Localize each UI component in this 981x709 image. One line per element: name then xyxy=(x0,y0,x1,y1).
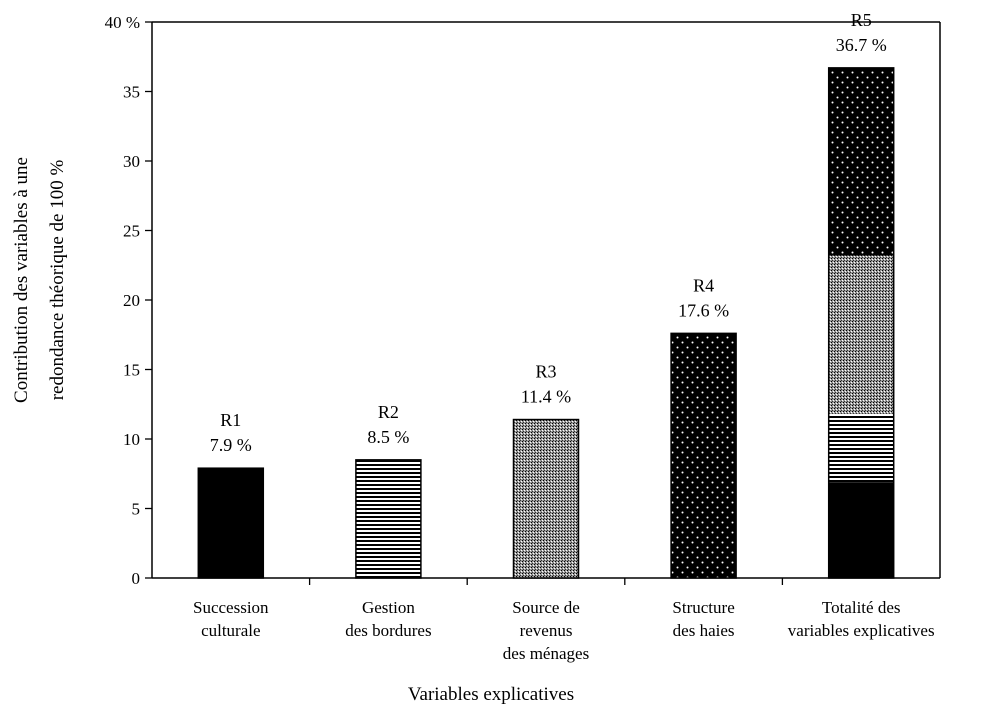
y-tick-label: 15 xyxy=(123,361,140,380)
bar xyxy=(355,459,422,579)
x-category-label: Gestion xyxy=(362,598,415,617)
y-axis: 0 5 10 15 20 25 30 35 40 % xyxy=(105,13,941,588)
bar xyxy=(512,418,580,579)
bar-value-label: 11.4 % xyxy=(521,387,571,407)
bar-code-label: R3 xyxy=(535,362,556,382)
x-category-label: des bordures xyxy=(345,621,431,640)
x-category-label: Totalité des xyxy=(822,598,901,617)
x-axis-title: Variables explicatives xyxy=(408,684,574,705)
bar-outline xyxy=(827,67,895,579)
bar-value-label: 17.6 % xyxy=(678,300,729,320)
x-category-label: Succession xyxy=(193,598,269,617)
x-axis: Succession culturale Gestion des bordures So… xyxy=(152,577,940,663)
x-category-label: des haies xyxy=(673,621,735,640)
y-tick-label: 20 xyxy=(123,291,140,310)
bar-code-label: R2 xyxy=(378,402,399,422)
x-category-label: Structure xyxy=(672,598,734,617)
bars xyxy=(197,67,895,579)
y-axis-title: redondance théorique de 100 % xyxy=(47,160,68,401)
y-tick-label: 30 xyxy=(123,152,140,171)
bar-code-label: R1 xyxy=(220,410,241,430)
bar-segment xyxy=(828,67,894,256)
y-tick-label: 5 xyxy=(132,500,141,519)
x-category-label: culturale xyxy=(201,621,260,640)
bar-value-label: 8.5 % xyxy=(367,427,409,447)
bar-value-label: 7.9 % xyxy=(210,435,252,455)
x-category-label: variables explicatives xyxy=(788,621,935,640)
bar-labels: R1 7.9 % R2 8.5 % R3 11.4 % R4 17.6 % R5 36.7 % xyxy=(210,10,887,455)
y-axis-title: Contribution des variables à une xyxy=(11,157,32,403)
bar-segment xyxy=(828,255,894,414)
y-tick-label: 35 xyxy=(123,83,140,102)
axis-titles: Variables explicatives Contribution des v… xyxy=(11,157,574,705)
y-tick-label: 10 xyxy=(123,430,140,449)
bar-code-label: R5 xyxy=(851,10,872,30)
x-category-label: revenus xyxy=(520,621,573,640)
bar-code-label: R4 xyxy=(693,275,714,295)
bar-segment xyxy=(828,413,894,483)
y-tick-label: 25 xyxy=(123,222,140,241)
bar xyxy=(670,332,737,579)
y-tick-label: 40 % xyxy=(105,13,140,32)
x-category-label: des ménages xyxy=(503,644,589,663)
x-category-label: Source de xyxy=(512,598,580,617)
y-tick-label: 0 xyxy=(132,569,141,588)
bar xyxy=(197,467,265,579)
bar-value-label: 36.7 % xyxy=(836,35,887,55)
bar-segment xyxy=(828,482,894,578)
